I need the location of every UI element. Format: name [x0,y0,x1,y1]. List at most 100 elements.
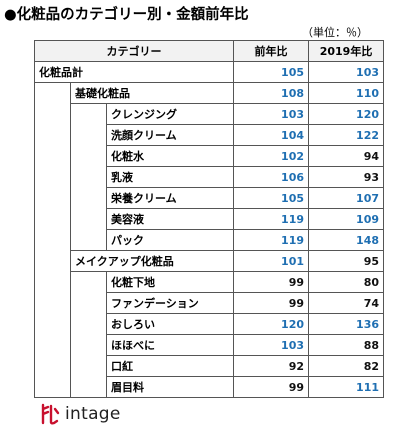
vs2019-value: 95 [308,250,385,272]
table-row: 美容液 119 109 [34,208,385,230]
table-row: パック 119 148 [34,229,385,251]
category-label: 口紅 [105,355,235,377]
indent-cell [34,271,71,293]
category-label: 美容液 [105,208,235,230]
yoy-value: 103 [233,103,310,125]
vs2019-value: 107 [308,187,385,209]
table-row: 栄養クリーム 105 107 [34,187,385,209]
yoy-value: 119 [233,208,310,230]
indent-cell [34,334,71,356]
vs2019-value: 110 [308,82,385,104]
category-label: 眉目料 [105,376,235,398]
table-row: 化粧下地 99 80 [34,271,385,293]
indent-cell [34,166,71,188]
vs2019-value: 103 [308,61,385,83]
indent-cell [34,313,71,335]
indent-cell [34,187,71,209]
indent-cell [70,166,107,188]
category-label: おしろい [105,313,235,335]
table-row: クレンジング 103 120 [34,103,385,125]
yoy-value: 119 [233,229,310,251]
vs2019-value: 94 [308,145,385,167]
table-row: 基礎化粧品 108 110 [34,82,385,104]
table-row: ファンデーション 99 74 [34,292,385,314]
indent-cell [34,250,71,272]
yoy-value: 105 [233,61,310,83]
header-yoy: 前年比 [233,40,310,62]
category-label: パック [105,229,235,251]
yoy-value: 108 [233,82,310,104]
indent-cell [70,103,107,125]
table-row: 眉目料 99 111 [34,376,385,398]
table-row: 口紅 92 82 [34,355,385,377]
vs2019-value: 80 [308,271,385,293]
logo-text: intage [65,404,121,424]
vs2019-value: 111 [308,376,385,398]
header-vs2019: 2019年比 [308,40,385,62]
category-label: クレンジング [105,103,235,125]
indent-cell [70,187,107,209]
yoy-value: 103 [233,334,310,356]
yoy-value: 104 [233,124,310,146]
indent-cell [34,124,71,146]
indent-cell [70,271,107,293]
table-row: ほほべに 103 88 [34,334,385,356]
category-yoy-table: カテゴリー 前年比 2019年比 化粧品計 105 103 基礎化粧品 108 110 クレ… [33,40,385,398]
category-label: ほほべに [105,334,235,356]
table-row: メイクアップ化粧品 101 95 [34,250,385,272]
indent-cell [34,145,71,167]
indent-cell [70,124,107,146]
indent-cell [34,208,71,230]
indent-cell [34,229,71,251]
yoy-value: 101 [233,250,310,272]
indent-cell [34,82,71,104]
yoy-value: 106 [233,166,310,188]
intage-logo-icon [40,403,60,425]
vs2019-value: 109 [308,208,385,230]
category-label: メイクアップ化粧品 [69,250,235,272]
table-header-row: カテゴリー 前年比 2019年比 [33,40,385,62]
category-label: 洗顔クリーム [105,124,235,146]
indent-cell [70,292,107,314]
category-label: 化粧下地 [105,271,235,293]
indent-cell [70,313,107,335]
indent-cell [70,229,107,251]
table-row: 洗顔クリーム 104 122 [34,124,385,146]
vs2019-value: 88 [308,334,385,356]
indent-cell [34,292,71,314]
indent-cell [70,334,107,356]
yoy-value: 120 [233,313,310,335]
category-label: 化粧水 [105,145,235,167]
category-label: 栄養クリーム [105,187,235,209]
header-category: カテゴリー [33,40,235,62]
yoy-value: 99 [233,292,310,314]
vs2019-value: 120 [308,103,385,125]
table-row: 乳液 106 93 [34,166,385,188]
yoy-value: 92 [233,355,310,377]
yoy-value: 102 [233,145,310,167]
category-label: ファンデーション [105,292,235,314]
yoy-value: 105 [233,187,310,209]
table-row: おしろい 120 136 [34,313,385,335]
indent-cell [70,208,107,230]
intage-logo: intage [40,402,121,426]
vs2019-value: 148 [308,229,385,251]
indent-cell [70,355,107,377]
category-label: 基礎化粧品 [69,82,235,104]
table-row: 化粧水 102 94 [34,145,385,167]
indent-cell [70,376,107,398]
vs2019-value: 122 [308,124,385,146]
unit-note: （単位：％） [302,26,368,39]
indent-cell [34,376,71,398]
indent-cell [34,103,71,125]
page-title: ●化粧品のカテゴリー別・金額前年比 [4,7,249,23]
table-body: 化粧品計 105 103 基礎化粧品 108 110 クレンジング 103 120 洗顔クリーム 1… [33,61,385,398]
vs2019-value: 136 [308,313,385,335]
category-label: 乳液 [105,166,235,188]
table-row: 化粧品計 105 103 [33,61,385,83]
yoy-value: 99 [233,271,310,293]
vs2019-value: 82 [308,355,385,377]
indent-cell [70,145,107,167]
vs2019-value: 74 [308,292,385,314]
yoy-value: 99 [233,376,310,398]
